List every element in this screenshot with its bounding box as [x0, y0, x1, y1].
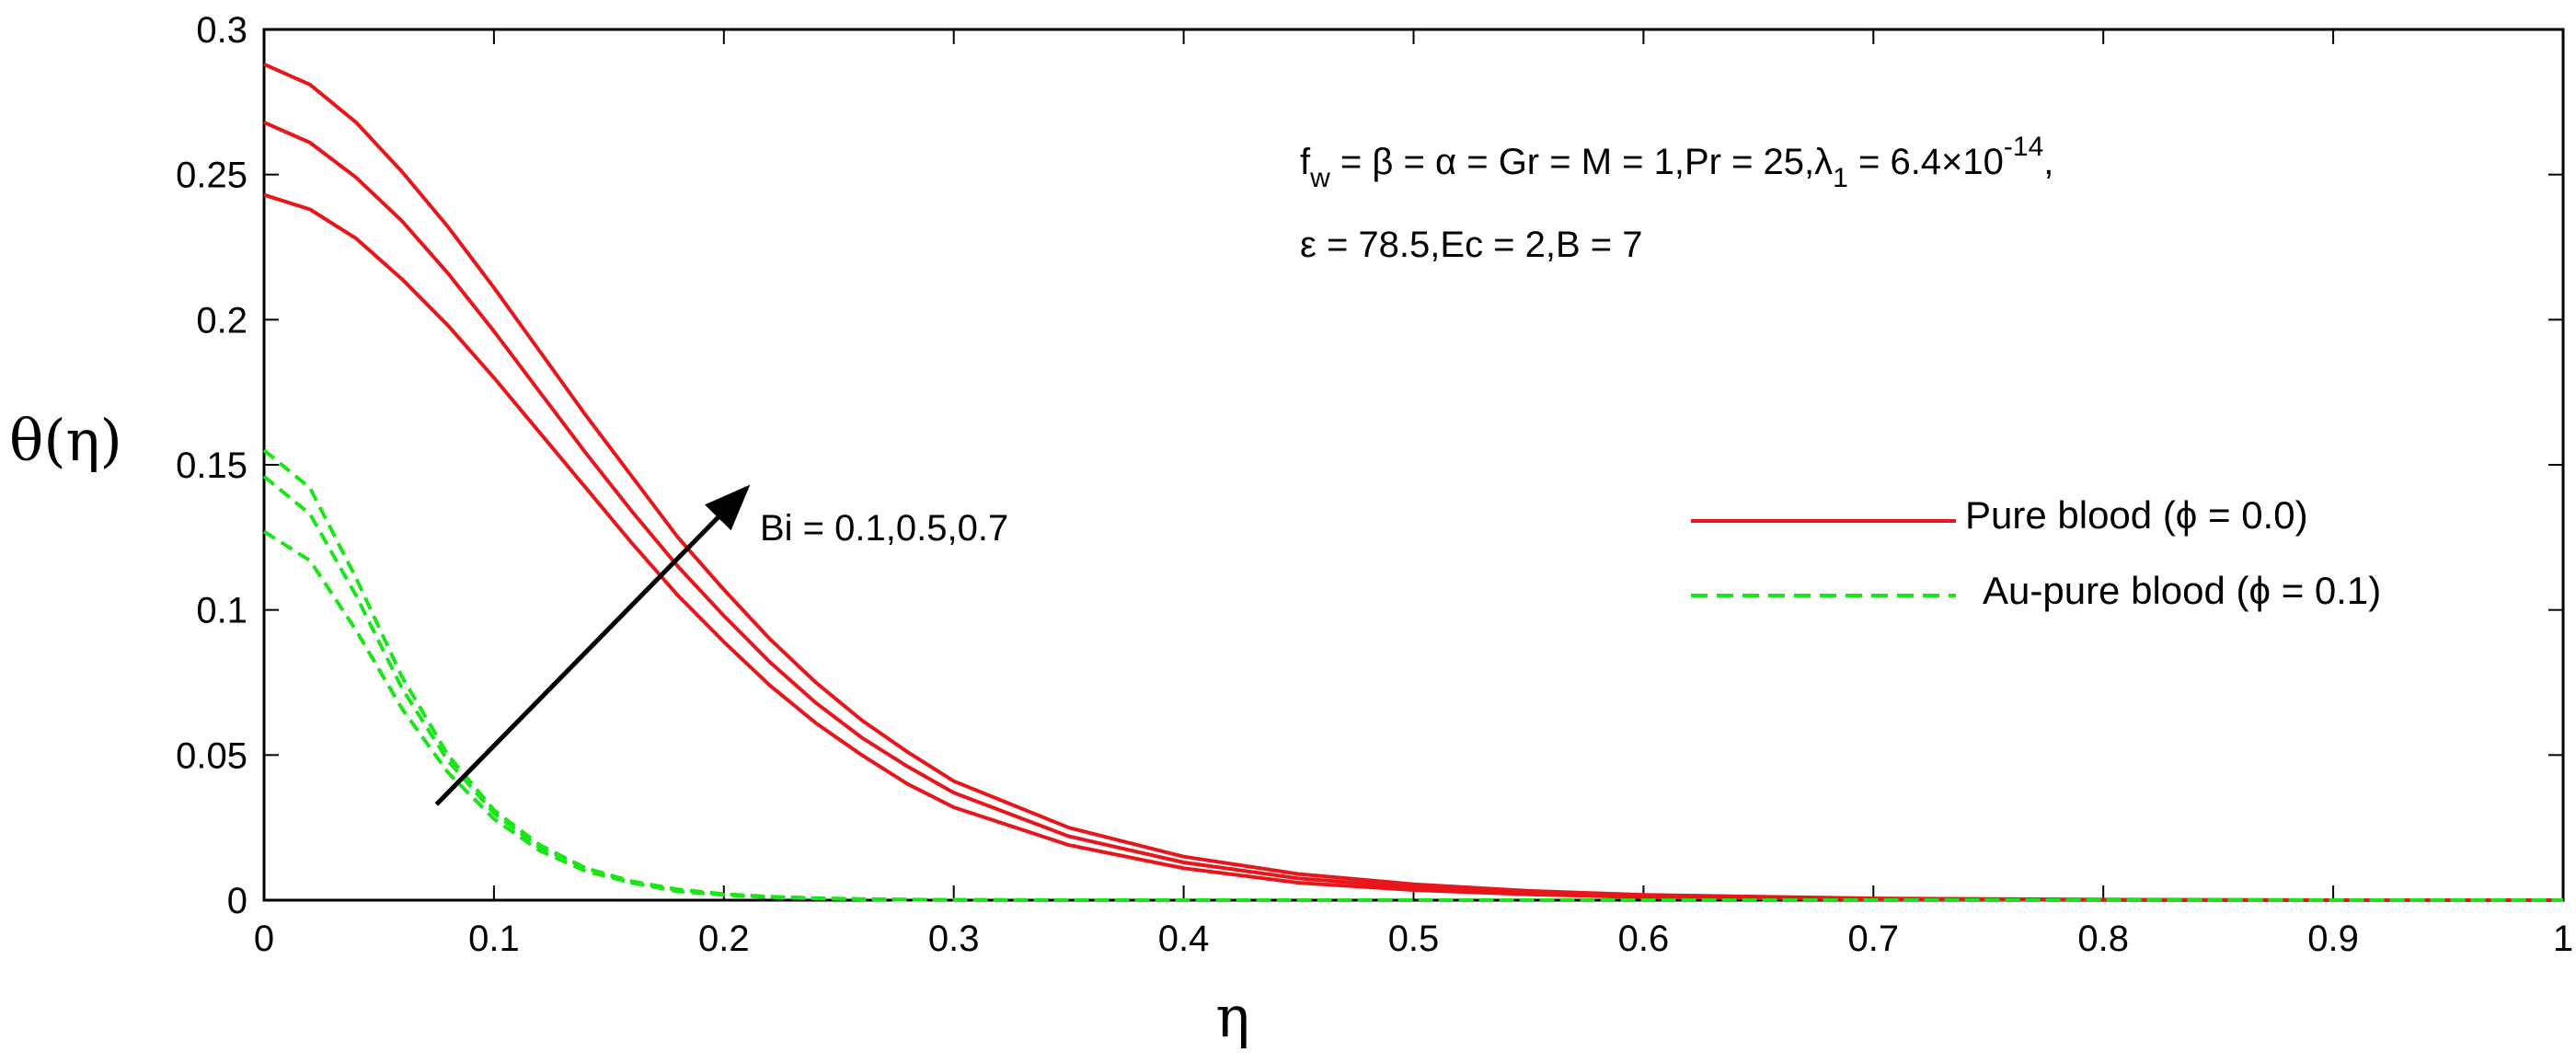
- x-axis-ticks: 0 0.1 0.2 0.3 0.4 0.5 0.6 0.7 0.8 0.9 1: [254, 29, 2573, 959]
- y-tick-label: 0.2: [196, 300, 247, 341]
- legend-label-pure-blood: Pure blood (ϕ = 0.0): [1965, 493, 2308, 537]
- legend-label-au-pure-blood: Au-pure blood (ϕ = 0.1): [1983, 569, 2381, 612]
- x-tick-label: 0: [254, 919, 274, 959]
- y-axis-ticks: 0 0.05 0.1 0.15 0.2 0.25 0.3: [176, 10, 2563, 921]
- y-tick-label: 0: [227, 881, 247, 921]
- x-tick-label: 0.2: [698, 919, 750, 959]
- series-lines: [262, 62, 2563, 902]
- parameter-annotation-line-2: ε = 78.5,Ec = 2,B = 7: [1300, 225, 1643, 265]
- bi-increase-arrow: [434, 484, 751, 806]
- y-tick-label: 0.25: [176, 156, 247, 196]
- x-tick-label: 0.6: [1618, 919, 1670, 959]
- y-tick-label: 0.05: [176, 735, 247, 776]
- y-tick-label: 0.15: [176, 445, 247, 486]
- x-tick-label: 0.5: [1388, 919, 1440, 959]
- x-tick-label: 0.3: [928, 919, 980, 959]
- x-tick-label: 1: [2553, 919, 2573, 959]
- x-axis-title: η: [1215, 983, 1249, 1050]
- legend: Pure blood (ϕ = 0.0) Au-pure blood (ϕ = …: [1691, 493, 2381, 612]
- series-line-pure: [263, 62, 2563, 902]
- x-tick-label: 0.9: [2307, 919, 2359, 959]
- x-tick-label: 0.8: [2077, 919, 2129, 959]
- series-line-au: [262, 448, 2563, 902]
- x-tick-label: 0.7: [1847, 919, 1899, 959]
- x-tick-label: 0.4: [1158, 919, 1210, 959]
- parameter-annotation-line-1: fw = β = α = Gr = M = 1,Pr = 25,λ1 = 6.4…: [1300, 132, 2053, 193]
- plot-area: [262, 28, 2565, 902]
- y-tick-label: 0.1: [196, 591, 247, 631]
- y-axis-title: θ(η): [9, 407, 122, 474]
- x-tick-label: 0.1: [468, 919, 520, 959]
- bi-annotation: Bi = 0.1,0.5,0.7: [760, 508, 1008, 549]
- y-tick-label: 0.3: [196, 10, 247, 51]
